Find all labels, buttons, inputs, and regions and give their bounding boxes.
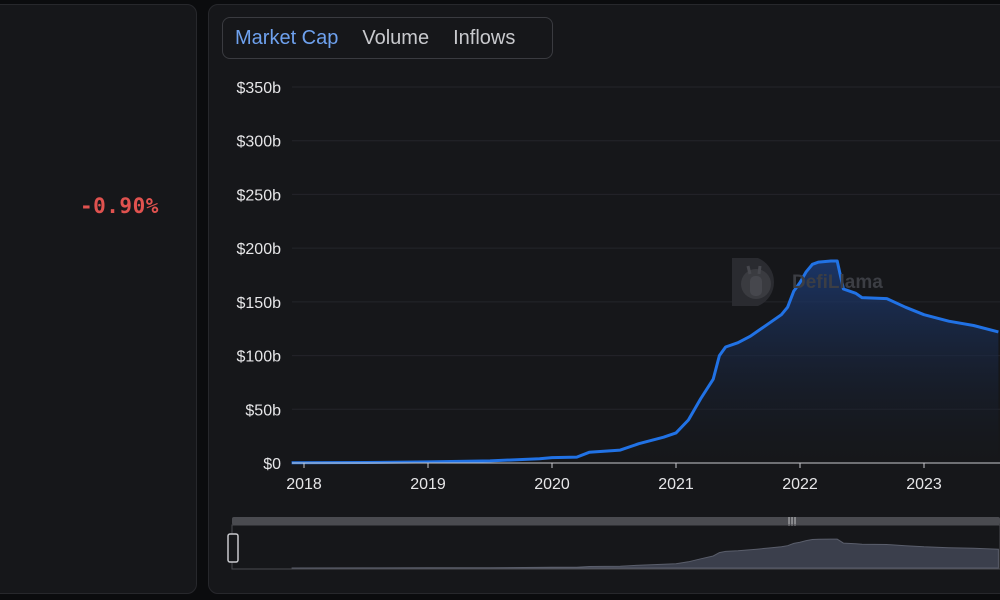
x-tick-label: 2022 <box>782 476 818 493</box>
tab-volume[interactable]: Volume <box>362 26 430 49</box>
x-tick-label: 2019 <box>410 476 446 493</box>
zoom-left-handle[interactable] <box>227 533 239 563</box>
market-cap-line <box>291 259 999 465</box>
left-summary-panel <box>0 4 197 594</box>
zoom-slider-grip[interactable]: ||| <box>787 517 796 527</box>
zoom-slider-track[interactable] <box>232 517 1000 525</box>
x-tick-label: 2021 <box>658 476 694 493</box>
change-percent: -0.90% <box>80 194 159 218</box>
y-tick-label: $0 <box>263 456 281 473</box>
y-tick-label: $150b <box>237 295 282 312</box>
x-tick-label: 2020 <box>534 476 570 493</box>
y-tick-label: $100b <box>237 349 282 366</box>
y-tick-label: $200b <box>237 241 282 258</box>
watermark-text: DefiLlama <box>792 272 883 293</box>
x-tick-label: 2023 <box>906 476 942 493</box>
tab-market-cap[interactable]: Market Cap <box>235 26 339 49</box>
defillama-logo <box>732 258 774 306</box>
y-tick-label: $50b <box>245 402 281 419</box>
x-tick-label: 2018 <box>286 476 322 493</box>
tab-inflows[interactable]: Inflows <box>453 26 516 49</box>
y-tick-label: $350b <box>237 80 282 97</box>
y-tick-label: $250b <box>237 187 282 204</box>
chart-tab-group: Market Cap Volume Inflows <box>222 17 553 59</box>
market-cap-area <box>291 261 999 463</box>
y-tick-label: $300b <box>237 134 282 151</box>
zoom-preview-area <box>291 538 999 569</box>
